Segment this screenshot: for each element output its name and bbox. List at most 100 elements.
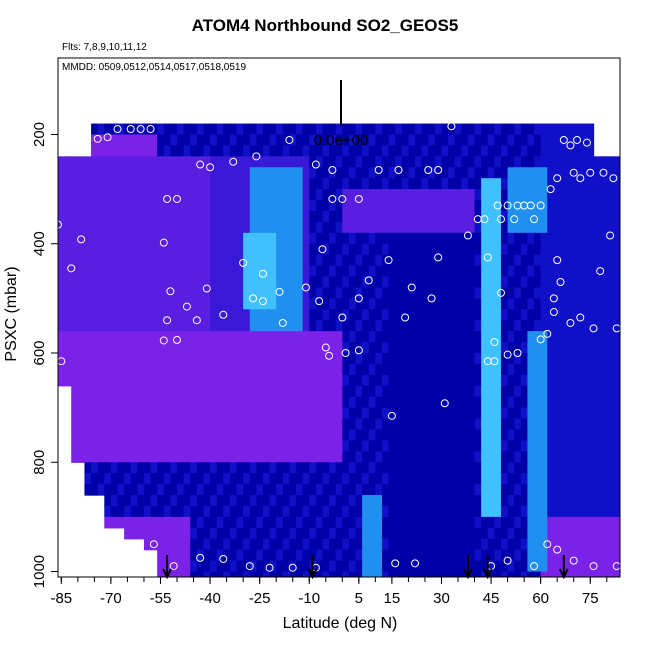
heatmap-cell — [71, 221, 79, 234]
heatmap-cell — [540, 527, 548, 540]
heatmap-cell — [170, 571, 178, 577]
heatmap-cell — [229, 538, 238, 551]
observation-point — [219, 310, 228, 319]
heatmap-cell — [196, 210, 205, 223]
heatmap-cell — [448, 396, 456, 409]
heatmap-cell — [408, 342, 416, 354]
heatmap-cell — [527, 527, 535, 540]
heatmap-cell — [223, 265, 231, 278]
heatmap-cell — [401, 167, 410, 179]
heatmap-cell — [487, 549, 495, 562]
heatmap-cell — [434, 243, 443, 256]
y-tick-label: 600 — [31, 340, 48, 365]
heatmap-cell — [454, 549, 462, 562]
heatmap-cell — [500, 516, 509, 529]
heatmap-cell — [150, 232, 158, 245]
heatmap-cell — [170, 221, 178, 234]
heatmap-cell — [395, 243, 403, 256]
heatmap-cell — [467, 309, 476, 321]
heatmap-cell — [586, 342, 595, 354]
heatmap-cell — [124, 232, 132, 245]
observation-point — [609, 174, 618, 183]
heatmap-cell — [395, 549, 403, 562]
heatmap-cell — [454, 320, 462, 332]
heatmap-cell — [322, 429, 330, 442]
heatmap-cell — [91, 473, 99, 485]
heatmap-cell — [322, 484, 330, 496]
heatmap-cell — [342, 145, 350, 157]
heatmap-cell — [64, 200, 72, 212]
heatmap-cell — [249, 254, 257, 267]
heatmap-cell — [315, 276, 324, 289]
heatmap-cell — [269, 385, 277, 398]
heatmap-cell — [454, 527, 462, 540]
heatmap-cell — [401, 374, 410, 387]
heatmap-cell — [177, 232, 185, 245]
heatmap-cell — [262, 123, 271, 136]
heatmap-cell — [421, 374, 429, 387]
heatmap-cell — [534, 287, 542, 299]
heatmap-cell — [335, 221, 343, 234]
heatmap-cell — [441, 232, 449, 245]
heatmap-cell — [289, 363, 297, 376]
heatmap-cell — [408, 473, 416, 485]
heatmap-cell — [229, 265, 238, 278]
heatmap-cell — [421, 232, 429, 245]
heatmap-cell — [487, 331, 495, 343]
heatmap-cell — [474, 571, 482, 577]
heatmap-cell — [586, 374, 595, 387]
heatmap-cell — [315, 145, 324, 157]
heatmap-cell — [249, 309, 257, 321]
heatmap-cell — [309, 232, 317, 245]
heatmap-cell — [216, 495, 224, 507]
heatmap-cell — [573, 353, 581, 365]
heatmap-cell — [534, 156, 542, 168]
heatmap-cell — [500, 145, 509, 157]
heatmap-cell — [329, 418, 337, 431]
heatmap-cell — [170, 145, 178, 157]
heatmap-cell — [91, 385, 99, 398]
heatmap-cell — [183, 221, 191, 234]
heatmap-cell — [567, 145, 575, 157]
heatmap-cell — [613, 418, 620, 431]
heatmap-cell — [236, 451, 244, 463]
heatmap-cell — [368, 243, 376, 256]
heatmap-cell — [500, 363, 509, 376]
heatmap-cell — [534, 232, 542, 245]
heatmap-cell — [335, 440, 343, 452]
heatmap-cell — [606, 560, 614, 573]
heatmap-cell — [613, 210, 620, 223]
heatmap-cell — [143, 505, 152, 518]
heatmap-cell — [540, 221, 548, 234]
heatmap-cell — [613, 571, 620, 577]
heatmap-cell — [150, 505, 158, 518]
heatmap-cell — [428, 374, 436, 387]
heatmap-cell — [355, 473, 363, 485]
heatmap-cell — [467, 145, 476, 157]
heatmap-cell — [196, 462, 205, 474]
heatmap-cell — [249, 178, 257, 190]
observation-point — [239, 258, 248, 267]
heatmap-cell — [170, 156, 178, 168]
heatmap-cell — [329, 243, 337, 256]
heatmap-cell — [355, 145, 363, 157]
heatmap-cell — [335, 276, 343, 289]
observation-point — [424, 165, 433, 174]
heatmap-cell — [507, 473, 515, 485]
heatmap-cell — [600, 549, 608, 562]
heatmap-cell — [401, 134, 410, 147]
heatmap-cell — [130, 243, 138, 256]
heatmap-cell — [606, 440, 614, 452]
heatmap-cell — [467, 516, 476, 529]
heatmap-cell — [348, 451, 357, 463]
heatmap-cell — [196, 495, 205, 507]
heatmap-cell — [236, 374, 244, 387]
heatmap-cell — [262, 156, 271, 168]
heatmap-cell — [348, 407, 357, 420]
heatmap-cell — [71, 276, 79, 289]
heatmap-cell — [150, 484, 158, 496]
heatmap-cell — [309, 473, 317, 485]
heatmap-cell — [342, 473, 350, 485]
heatmap-cell — [223, 418, 231, 431]
heatmap-cell — [170, 342, 178, 354]
